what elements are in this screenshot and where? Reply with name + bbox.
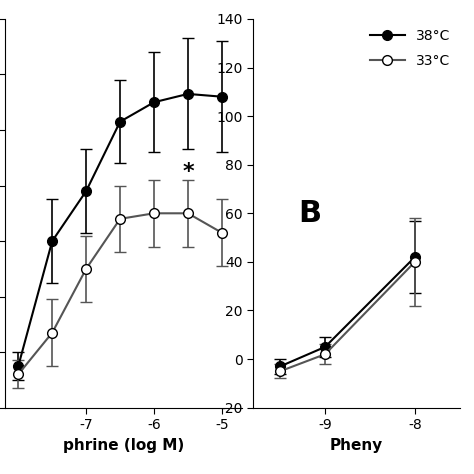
Text: B: B — [298, 199, 321, 228]
Text: *: * — [182, 162, 194, 182]
X-axis label: Pheny: Pheny — [330, 438, 383, 453]
Legend: 38°C, 33°C: 38°C, 33°C — [367, 26, 453, 71]
X-axis label: phrine (log M): phrine (log M) — [63, 438, 184, 453]
